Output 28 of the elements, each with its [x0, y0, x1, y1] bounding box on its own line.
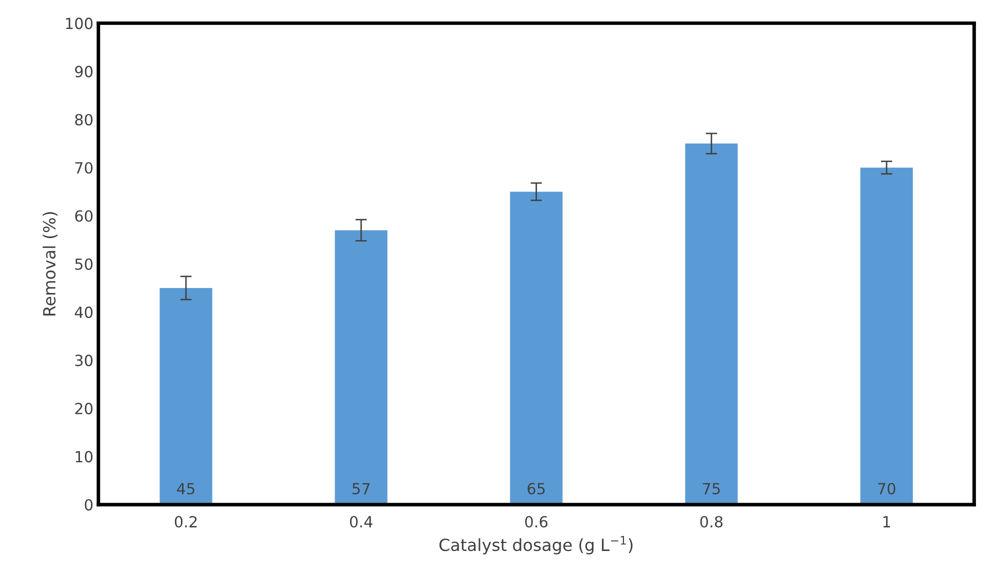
data-label: 57 — [352, 483, 370, 494]
x-tick-label: 0.8 — [700, 516, 723, 528]
data-label: 70 — [878, 482, 896, 494]
data-label: 65 — [528, 482, 545, 494]
data-label: 75 — [702, 483, 720, 494]
bar — [685, 144, 738, 505]
x-tick-label: 0.2 — [174, 516, 197, 528]
y-tick-label: 0 — [84, 499, 93, 511]
y-tick-label: 30 — [75, 354, 93, 366]
data-label: 45 — [177, 483, 194, 494]
y-tick-label: 20 — [75, 402, 93, 414]
bar — [160, 288, 212, 505]
bar — [860, 168, 913, 505]
bar — [510, 192, 563, 505]
y-axis-title: Removal (%) — [42, 212, 58, 316]
y-tick-label: 80 — [75, 114, 93, 126]
y-tick-label: 10 — [76, 450, 93, 462]
y-tick-label: 60 — [75, 210, 93, 222]
y-tick-label: 40 — [74, 306, 93, 318]
y-tick-label: 100 — [66, 18, 93, 30]
y-tick-label: 50 — [75, 258, 93, 270]
x-tick-label: 0.4 — [350, 516, 372, 528]
y-tick-label: 70 — [75, 162, 93, 174]
x-tick-label: 0.6 — [525, 516, 548, 528]
bar — [334, 230, 388, 505]
y-tick-label: 90 — [75, 66, 93, 78]
x-axis-title: Catalyst dosage (g L$^{−1}$) — [439, 536, 632, 554]
x-tick-label: 1 — [883, 516, 890, 528]
